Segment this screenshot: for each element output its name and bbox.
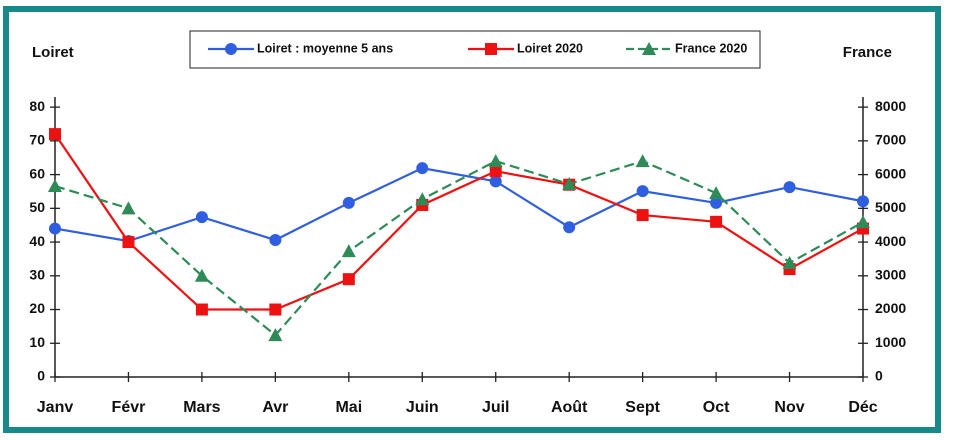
y-tick-label: 60 [29, 165, 45, 181]
x-tick-label: Sept [625, 399, 660, 416]
legend-marker [642, 42, 656, 55]
data-point [709, 186, 724, 200]
data-point [489, 175, 502, 188]
data-point [268, 328, 283, 342]
data-point [636, 209, 649, 222]
y2-tick-label: 2000 [875, 300, 906, 316]
y-axis-label: Loiret [32, 44, 74, 61]
data-point [269, 234, 282, 247]
data-point [416, 162, 429, 175]
y2-tick-label: 0 [875, 368, 883, 384]
data-point [342, 196, 355, 209]
y-tick-label: 0 [37, 368, 45, 384]
legend-label: Loiret : moyenne 5 ans [257, 41, 393, 55]
y2-tick-label: 7000 [875, 132, 906, 148]
data-point [49, 128, 61, 141]
data-point [563, 221, 576, 234]
y2-tick-label: 3000 [875, 266, 906, 282]
data-point [783, 181, 796, 194]
x-tick-label: Févr [112, 399, 146, 416]
y-tick-label: 70 [29, 132, 45, 148]
y2-tick-label: 8000 [875, 98, 906, 114]
x-tick-label: Juil [482, 399, 510, 416]
data-point [121, 201, 136, 215]
data-point [636, 185, 649, 198]
y2-tick-label: 1000 [875, 334, 906, 350]
series-line [54, 159, 864, 337]
legend-marker [225, 43, 237, 55]
legend-label: Loiret 2020 [517, 41, 583, 55]
x-tick-label: Avr [262, 399, 288, 416]
data-point [195, 303, 208, 316]
x-tick-label: Nov [774, 399, 804, 416]
data-point [342, 273, 355, 286]
data-point [488, 154, 503, 168]
data-point [49, 222, 61, 235]
y-tick-label: 40 [29, 233, 45, 249]
data-point [635, 154, 650, 168]
data-point [48, 179, 62, 193]
y2-axis-label: France [843, 44, 892, 61]
legend-label: France 2020 [675, 41, 747, 55]
x-tick-label: Déc [848, 399, 877, 416]
y2-tick-label: 6000 [875, 165, 906, 181]
y2-tick-label: 5000 [875, 199, 906, 215]
x-tick-label: Mai [335, 399, 362, 416]
y2-tick-label: 4000 [875, 233, 906, 249]
series-line [54, 167, 864, 243]
data-point [195, 211, 208, 224]
series-line [54, 133, 864, 311]
x-tick-label: Oct [703, 399, 730, 416]
x-tick-label: Juin [406, 399, 439, 416]
data-point [710, 215, 723, 228]
data-point [562, 177, 577, 191]
data-point [489, 165, 502, 178]
x-tick-label: Mars [183, 399, 220, 416]
x-tick-label: Août [551, 399, 588, 416]
y-tick-label: 80 [29, 98, 45, 114]
data-point [269, 303, 282, 316]
data-point [857, 195, 869, 208]
legend-marker [485, 43, 497, 55]
y-tick-label: 20 [29, 300, 45, 316]
data-point [782, 255, 797, 269]
chart-frame [3, 6, 941, 433]
data-point [122, 236, 135, 249]
y-tick-label: 10 [29, 334, 45, 350]
data-point [856, 215, 870, 229]
data-point [194, 268, 209, 282]
x-tick-label: Janv [37, 399, 74, 416]
y-tick-label: 50 [29, 199, 45, 215]
data-point [415, 192, 430, 206]
data-point [341, 244, 356, 258]
data-point [710, 196, 723, 209]
y-tick-label: 30 [29, 266, 45, 282]
